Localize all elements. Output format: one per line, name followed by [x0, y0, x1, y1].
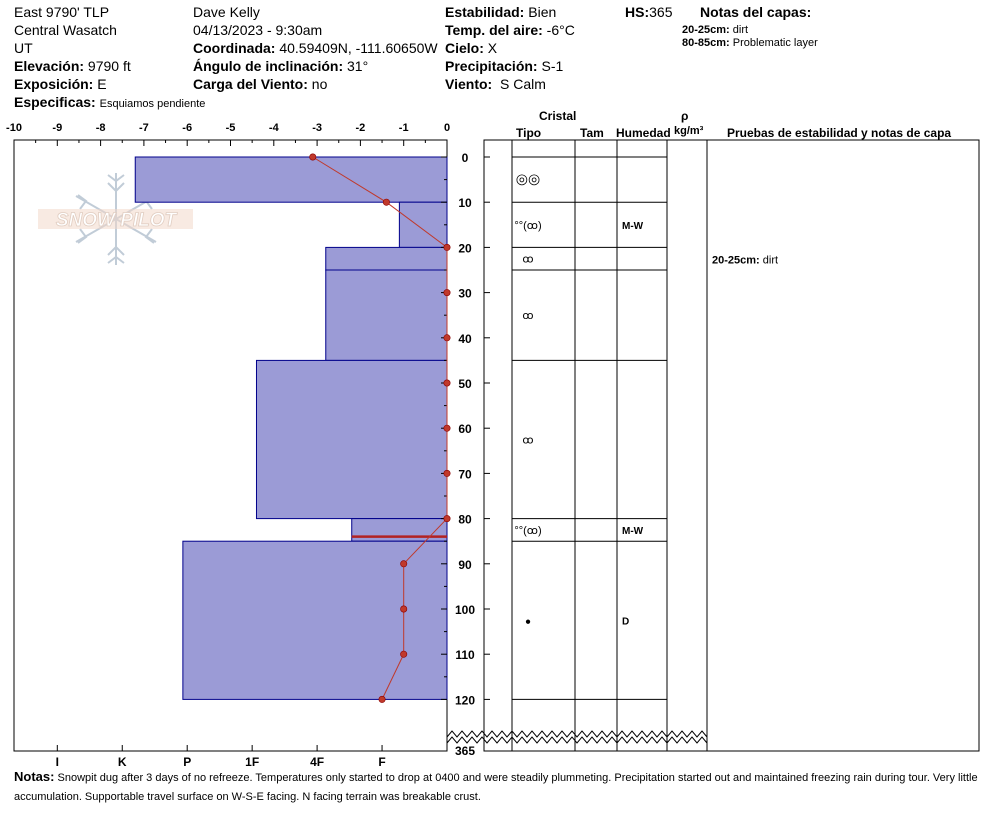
hardness-layer-bar — [325, 246, 448, 271]
depth-tick-label: 100 — [455, 603, 475, 617]
temp-tick-label: -6 — [182, 122, 192, 134]
rho-header: ρ — [681, 109, 688, 123]
temp-tick-label: -3 — [312, 122, 322, 134]
notes-text: Snowpit dug after 3 days of no refreeze.… — [14, 772, 978, 803]
hardness-tick-label: I — [56, 755, 59, 769]
temperature-point — [309, 153, 317, 161]
layer-notes-title: Notas del capas: — [700, 4, 812, 20]
tests-header: Pruebas de estabilidad y notas de capa — [727, 126, 951, 140]
temperature-point — [378, 695, 386, 703]
layer-note-2: 80-85cm: Problematic layer — [682, 37, 818, 49]
temperature-point — [443, 289, 451, 297]
hardness-tick-label: P — [183, 755, 191, 769]
temp-tick-label: -4 — [269, 122, 280, 134]
layer-moisture: M-W — [622, 221, 644, 232]
depth-tick-label: 40 — [458, 332, 472, 346]
temperature-point — [443, 243, 451, 251]
temp-tick-label: -2 — [356, 122, 366, 134]
temperature-point — [382, 198, 390, 206]
specifics-row: Especificas: Esquiamos pendiente — [14, 94, 206, 110]
layer-note-1: 20-25cm: dirt — [682, 24, 749, 36]
stability-row: Estabilidad: Bien — [445, 4, 557, 20]
temperature-point — [443, 424, 451, 432]
temperature-point — [443, 515, 451, 523]
temp-tick-label: -8 — [96, 122, 106, 134]
location-range: Central Wasatch — [14, 22, 117, 38]
hardness-layer-bar — [398, 201, 448, 248]
depth-tick-label: 60 — [458, 422, 472, 436]
wind-load-row: Carga del Viento: no — [193, 76, 328, 92]
moisture-header: Humedad — [616, 126, 671, 140]
plot-area: -10 -9 -8 -7 -6 -5 -4 -3 -2 -1 0010203040506070809… — [6, 122, 980, 769]
snowpilot-logo-text: SNOW PILOT — [56, 210, 178, 231]
grain-type-symbol: °°(ꝏ) — [514, 220, 541, 232]
snowpilot-logo: SNOW PILOT — [38, 173, 193, 265]
temp-tick-label: -10 — [6, 122, 22, 134]
temperature-point — [400, 560, 408, 568]
grain-type-symbol: ꝏ — [522, 435, 533, 447]
depth-tick-label: 80 — [458, 513, 472, 527]
notes-block: Notas: Snowpit dug after 3 days of no re… — [14, 767, 979, 807]
air-temp-row: Temp. del aire: -6°C — [445, 22, 575, 38]
depth-tick-label: 0 — [462, 151, 469, 165]
location-state: UT — [14, 40, 33, 56]
aspect-row: Exposición: E — [14, 76, 107, 92]
depth-tick-label: 30 — [458, 287, 472, 301]
wind-row: Viento: S Calm — [445, 76, 546, 92]
hardness-layer-bar — [325, 269, 448, 361]
grain-type-symbol: ꝏ — [522, 310, 533, 322]
temp-tick-label: -5 — [226, 122, 236, 134]
grain-type-symbol: ◎◎ — [516, 171, 540, 187]
stability-test-note: 20-25cm: dirt — [712, 255, 778, 267]
hardness-layer-bar — [134, 156, 448, 203]
temperature-point — [443, 334, 451, 342]
grain-type-symbol: ꝏ — [522, 254, 533, 266]
depth-break-zigzag — [446, 730, 708, 738]
temp-tick-label: -7 — [139, 122, 149, 134]
layer-moisture: M-W — [622, 526, 644, 537]
temp-tick-label: 0 — [444, 122, 450, 134]
coordinate-row: Coordinada: 40.59409N, -111.60650W — [193, 40, 438, 56]
sky-row: Cielo: X — [445, 40, 498, 56]
hardness-tick-label: K — [118, 755, 127, 769]
elevation-row: Elevación: 9790 ft — [14, 58, 131, 74]
hardness-tick-label: F — [378, 755, 385, 769]
depth-bottom-label: 365 — [455, 744, 475, 758]
precip-row: Precipitación: S-1 — [445, 58, 564, 74]
temp-tick-label: -1 — [399, 122, 409, 134]
hardness-tick-label: 1F — [245, 755, 259, 769]
depth-tick-label: 20 — [458, 241, 472, 255]
depth-tick-label: 50 — [458, 377, 472, 391]
hardness-layer-bar — [255, 359, 448, 520]
observer: Dave Kelly — [193, 4, 260, 20]
depth-tick-label: 120 — [455, 693, 475, 707]
layer-moisture: D — [622, 616, 629, 627]
hs-row: HS:365 — [625, 4, 673, 20]
temperature-point — [443, 379, 451, 387]
hardness-tick-label: 4F — [310, 755, 324, 769]
hardness-layer-bar — [182, 540, 448, 700]
temperature-point — [443, 469, 451, 477]
location-name: East 9790' TLP — [14, 4, 110, 20]
temperature-point — [400, 650, 408, 658]
depth-tick-label: 110 — [455, 648, 475, 662]
slope-row: Ángulo de inclinación: 31° — [193, 58, 369, 74]
layer-table-frame — [483, 139, 980, 752]
grain-type-symbol: °°(ꝏ) — [514, 525, 541, 537]
type-header: Tipo — [516, 126, 541, 140]
density-unit-header: kg/m³ — [674, 125, 704, 137]
crystal-header: Cristal — [539, 109, 576, 123]
size-header: Tam — [580, 126, 604, 140]
depth-tick-label: 90 — [458, 558, 472, 572]
notes-label: Notas: — [14, 769, 55, 784]
observation-datetime: 04/13/2023 - 9:30am — [193, 22, 323, 38]
grain-type-symbol: ● — [525, 616, 531, 627]
temp-tick-label: -9 — [52, 122, 62, 134]
depth-tick-label: 10 — [458, 196, 472, 210]
depth-break-zigzag — [446, 736, 708, 744]
temperature-point — [400, 605, 408, 613]
depth-tick-label: 70 — [458, 467, 472, 481]
